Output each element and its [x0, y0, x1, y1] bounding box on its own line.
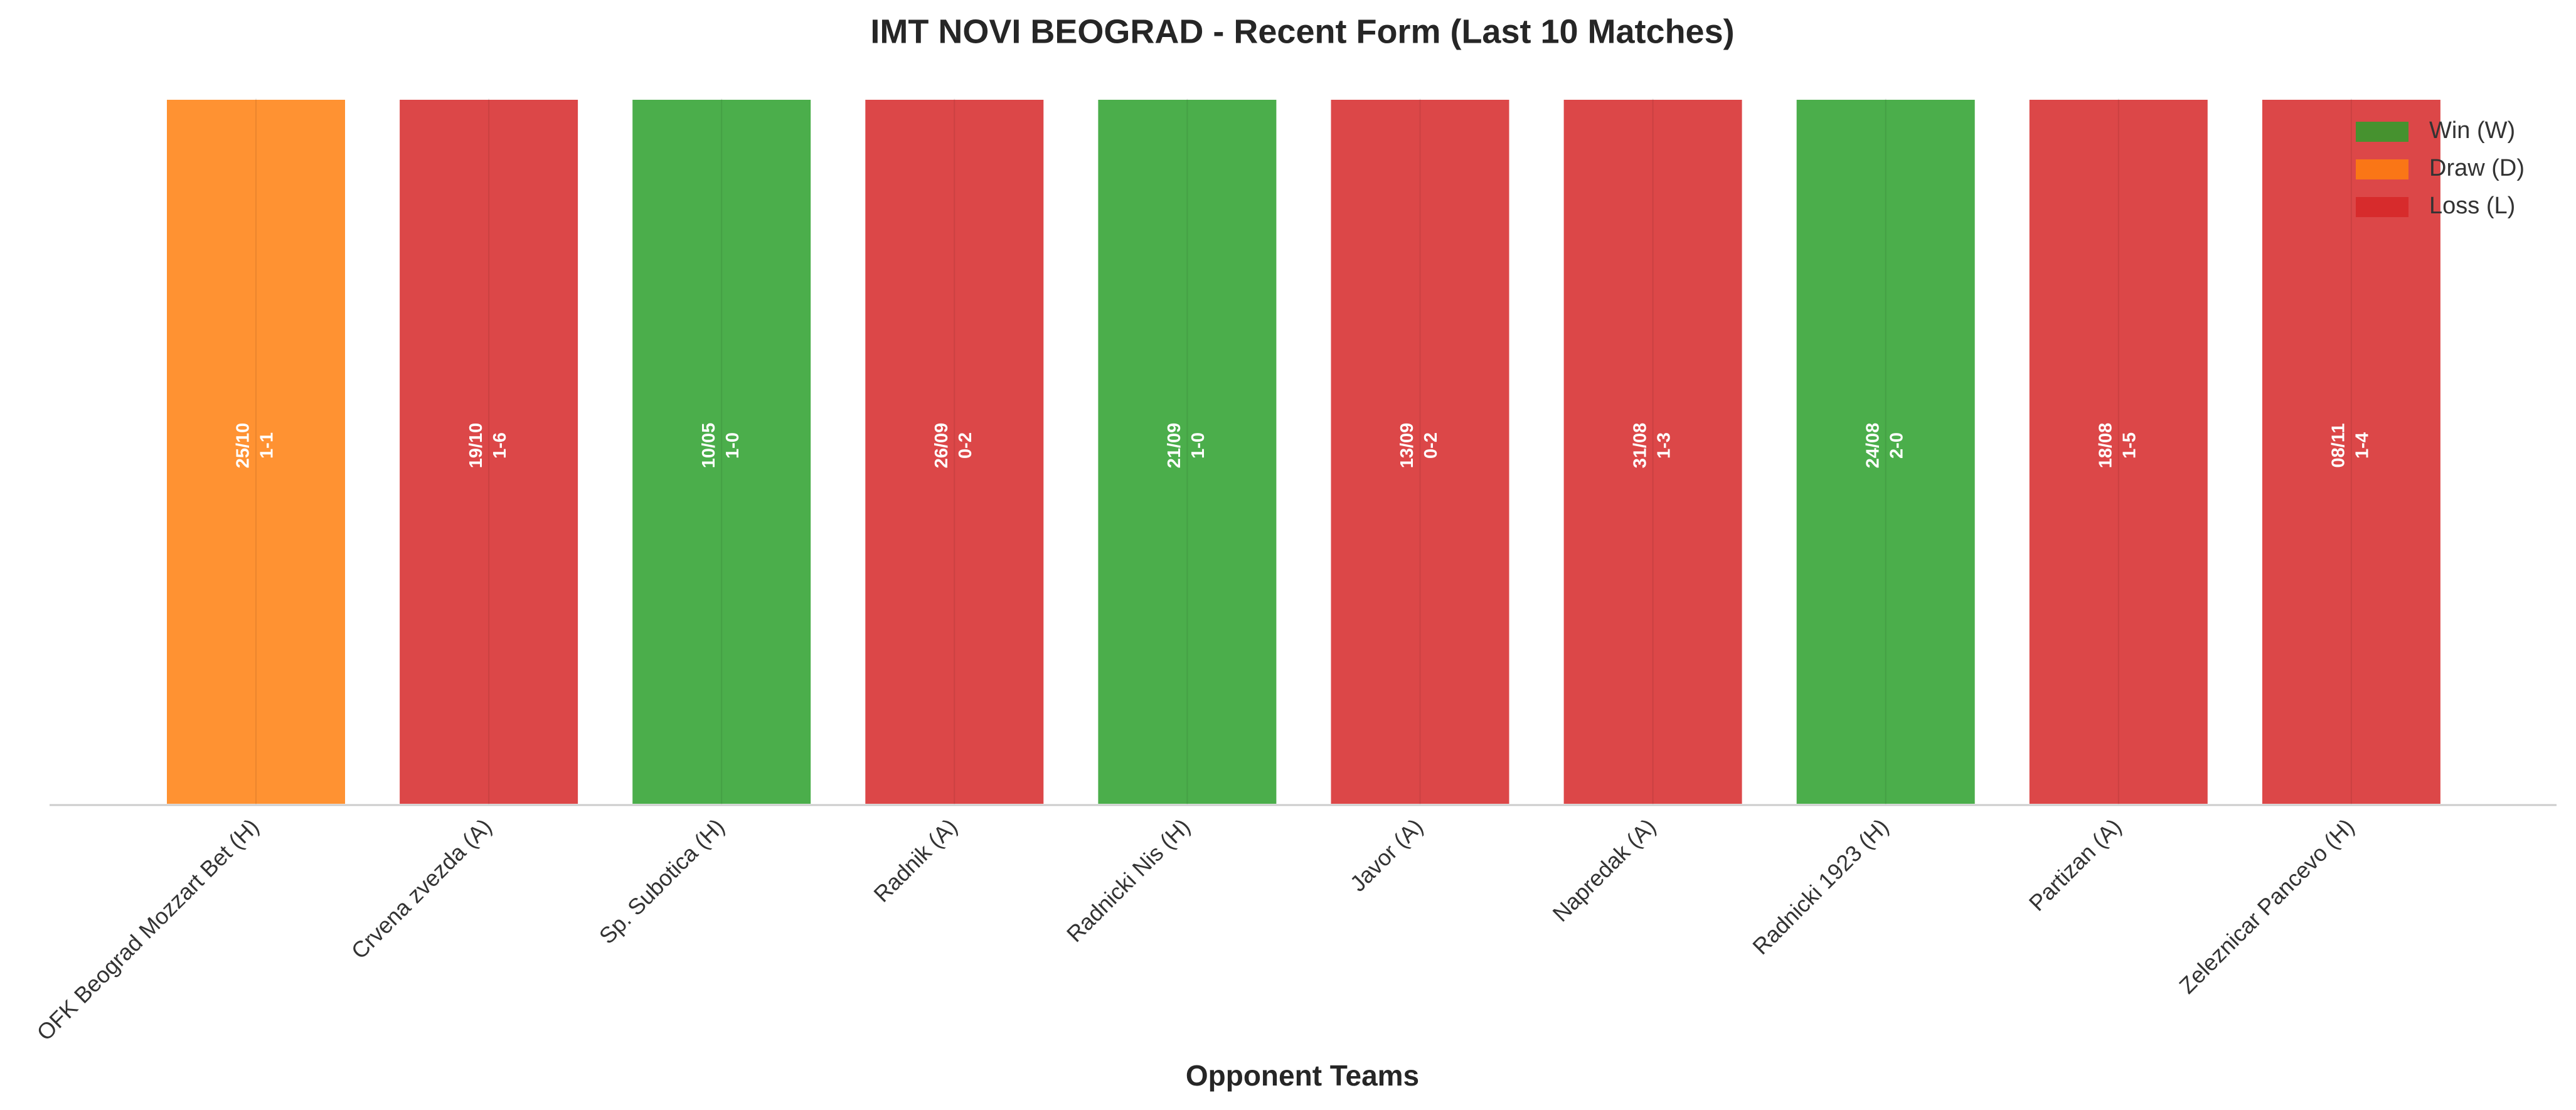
bar: [1095, 97, 1279, 806]
bar: [863, 97, 1046, 806]
bar-annotation: 25/10: [233, 423, 253, 469]
x-axis-label: Opponent Teams: [1186, 1059, 1419, 1092]
bar: [1328, 97, 1512, 806]
bar-annotation: 1-1: [257, 432, 277, 459]
bar-annotation: 26/09: [932, 423, 952, 469]
legend-swatch: [2356, 122, 2408, 142]
legend-swatch: [2356, 197, 2408, 217]
bar-annotation: 1-4: [2353, 432, 2373, 459]
bar-annotation: 19/10: [466, 423, 486, 469]
bar-annotation: 0-2: [1421, 432, 1441, 459]
bar: [164, 97, 348, 806]
bar: [2259, 97, 2443, 806]
bar: [630, 97, 814, 806]
bar-annotation: 1-6: [490, 432, 510, 459]
bar-annotation: 2-0: [1887, 432, 1907, 459]
legend-swatch: [2356, 159, 2408, 179]
bar-annotation: 13/09: [1397, 423, 1417, 469]
bar-annotation: 1-3: [1654, 432, 1674, 459]
bar: [2026, 97, 2210, 806]
bar-annotation: 24/08: [1863, 423, 1883, 469]
bar-annotation: 1-0: [1188, 432, 1208, 459]
chart-title: IMT NOVI BEOGRAD - Recent Form (Last 10 …: [870, 13, 1734, 50]
bar-annotation: 31/08: [1630, 423, 1650, 469]
bar-annotation: 1-5: [2119, 432, 2139, 459]
bar-annotation: 21/09: [1164, 423, 1184, 469]
legend-label: Loss (L): [2429, 193, 2515, 219]
bar-annotation: 1-0: [723, 432, 743, 459]
legend-label: Win (W): [2429, 117, 2515, 144]
legend-label: Draw (D): [2429, 155, 2525, 181]
bar-annotation: 08/11: [2329, 424, 2349, 468]
bar-annotation: 0-2: [955, 432, 976, 459]
bar: [1794, 97, 1977, 806]
bar: [397, 97, 581, 806]
bar: [1561, 97, 1745, 806]
bar-annotation: 10/05: [699, 423, 719, 469]
bar-annotation: 18/08: [2095, 423, 2116, 469]
